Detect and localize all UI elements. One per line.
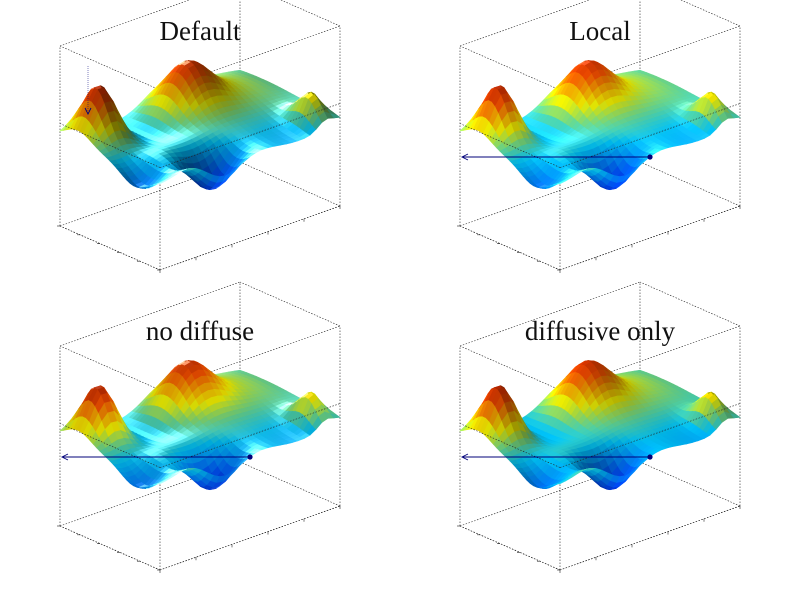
panel-title-diffusive-only: diffusive only — [524, 316, 676, 346]
panel-no-diffuse: no diffuse — [0, 281, 400, 600]
light-source-marker — [247, 454, 253, 460]
light-source-line — [60, 453, 253, 461]
surface — [59, 60, 341, 191]
light-source-marker — [647, 154, 653, 160]
panel-title-no-diffuse: no diffuse — [145, 316, 255, 346]
surface — [459, 360, 741, 491]
surface-plot-default[interactable] — [0, 0, 400, 300]
axes-box-front — [59, 403, 341, 571]
axes-box-front — [459, 103, 741, 271]
light-source-arrow — [84, 66, 92, 116]
axis-ticks — [57, 506, 341, 573]
light-source-line — [460, 453, 653, 461]
surface-plot-local[interactable] — [400, 0, 800, 300]
axis-ticks — [57, 206, 341, 273]
light-source-marker — [647, 454, 653, 460]
axes-box-front — [459, 403, 741, 571]
axis-ticks — [457, 506, 741, 573]
panel-diffusive-only: diffusive only — [400, 281, 800, 600]
panel-title-local: Local — [569, 16, 631, 46]
panel-local: Local — [400, 0, 800, 300]
axes-box-front — [59, 103, 341, 271]
panel-title-default: Default — [159, 16, 241, 46]
axis-ticks — [457, 206, 741, 273]
surface — [459, 60, 741, 191]
surface-plot-no-diffuse[interactable] — [0, 281, 400, 600]
surface — [59, 360, 341, 491]
light-source-line — [460, 153, 653, 161]
surface-plot-diffusive-only[interactable] — [400, 281, 800, 600]
panel-default: Default — [0, 0, 400, 300]
